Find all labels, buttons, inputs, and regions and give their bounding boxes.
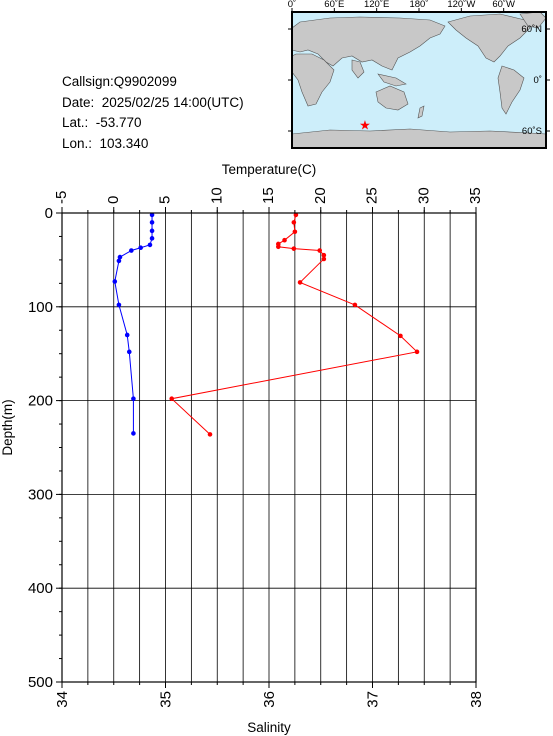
location-map: 0˚ 60˚E 120˚E 180˚ 120˚W 60˚W 60˚N 0˚ 60˚S ★ bbox=[288, 0, 550, 149]
salinity-point bbox=[147, 242, 153, 248]
salinity-axis-title: Salinity bbox=[247, 720, 291, 735]
temperature-point bbox=[317, 248, 323, 253]
temperature-point bbox=[291, 220, 297, 225]
temperature-point bbox=[321, 256, 327, 262]
salinity-tick-label: 38 bbox=[468, 691, 485, 708]
salinity-point bbox=[117, 254, 123, 260]
india-landmass bbox=[351, 59, 365, 79]
depth-tick-label: 200 bbox=[28, 393, 53, 410]
north-america-landmass bbox=[447, 13, 531, 63]
temperature-series bbox=[169, 212, 420, 437]
map-lon-label: 120˚W bbox=[447, 0, 475, 10]
temperature-tick-label: -5 bbox=[53, 191, 70, 204]
temperature-tick-label: 10 bbox=[208, 187, 225, 204]
map-landmasses bbox=[291, 11, 547, 149]
salinity-point bbox=[116, 258, 122, 264]
salinity-point bbox=[126, 349, 132, 355]
temperature-point bbox=[292, 229, 298, 235]
temperature-point bbox=[169, 396, 175, 402]
temperature-point bbox=[291, 246, 297, 251]
chart-grid bbox=[61, 212, 477, 683]
salinity-point bbox=[124, 332, 130, 338]
indonesia-landmass bbox=[377, 73, 407, 87]
temperature-point bbox=[293, 212, 299, 218]
salinity-point bbox=[149, 236, 155, 241]
map-lon-label: 180˚ bbox=[409, 0, 428, 10]
temperature-point bbox=[297, 280, 303, 285]
temperature-point bbox=[321, 252, 327, 258]
chart-series bbox=[112, 212, 420, 437]
south-america-landmass bbox=[497, 65, 525, 115]
map-lat-label: 60˚S bbox=[522, 126, 542, 137]
temperature-tick-label: 5 bbox=[157, 196, 174, 204]
depth-tick-label: 500 bbox=[28, 674, 53, 691]
depth-tick-label: 0 bbox=[45, 205, 53, 222]
salinity-point bbox=[112, 279, 118, 284]
salinity-series bbox=[112, 212, 155, 436]
salinity-point bbox=[116, 302, 122, 308]
salinity-tick-label: 35 bbox=[158, 691, 175, 708]
temperature-axis-title: Temperature(C) bbox=[222, 162, 317, 177]
latitude-text: Lat.: -53.770 bbox=[62, 115, 142, 130]
map-lon-label: 60˚E bbox=[324, 0, 344, 10]
salinity-point bbox=[149, 228, 155, 234]
longitude-text: Lon.: 103.340 bbox=[62, 135, 149, 151]
depth-axis-title: Depth(m) bbox=[0, 399, 15, 455]
salinity-tick-label: 37 bbox=[365, 691, 382, 708]
temperature-point bbox=[352, 302, 358, 308]
salinity-tick-label: 34 bbox=[54, 691, 71, 708]
depth-tick-label: 100 bbox=[28, 299, 53, 316]
australia-landmass bbox=[375, 85, 409, 111]
salinity-tick-label: 36 bbox=[261, 691, 278, 708]
salinity-point bbox=[129, 248, 134, 253]
map-lat-label: 60˚N bbox=[521, 24, 542, 35]
map-labels: 0˚ 60˚E 120˚E 180˚ 120˚W 60˚W 60˚N 0˚ 60˚S bbox=[288, 0, 542, 137]
temperature-tick-label: 0 bbox=[105, 196, 122, 204]
map-lat-label: 0˚ bbox=[534, 75, 542, 86]
depth-tick-label: 400 bbox=[28, 580, 53, 597]
map-lon-label: 60˚W bbox=[492, 0, 515, 10]
station-marker: ★ bbox=[359, 118, 371, 133]
station-info: Callsign:Q9902099 Date: 2025/02/25 14:00… bbox=[62, 72, 244, 154]
salinity-point bbox=[131, 431, 136, 436]
salinity-point bbox=[149, 212, 155, 218]
callsign-text: Callsign:Q9902099 bbox=[62, 74, 177, 89]
new-zealand-landmass bbox=[417, 105, 425, 119]
salinity-point bbox=[149, 220, 155, 225]
temperature-point bbox=[414, 349, 420, 355]
temperature-point bbox=[398, 333, 403, 339]
map-lon-label: 120˚E bbox=[364, 0, 389, 10]
temperature-tick-label: 15 bbox=[260, 187, 277, 204]
date-text: Date: 2025/02/25 14:00(UTC) bbox=[62, 94, 244, 110]
temperature-line bbox=[170, 214, 419, 435]
temperature-tick-label: 25 bbox=[364, 187, 381, 204]
temperature-point bbox=[282, 237, 287, 243]
map-lon-label: 0˚ bbox=[288, 0, 296, 10]
temperature-tick-label: 35 bbox=[467, 187, 484, 204]
temperature-tick-label: 30 bbox=[415, 187, 432, 204]
eurasia-landmass bbox=[291, 16, 446, 71]
salinity-point bbox=[138, 245, 143, 251]
temperature-point bbox=[207, 432, 213, 437]
temperature-point bbox=[276, 244, 281, 250]
map-ticks bbox=[288, 8, 550, 132]
temperature-tick-label: 20 bbox=[312, 187, 329, 204]
depth-tick-label: 300 bbox=[28, 486, 53, 503]
salinity-point bbox=[131, 396, 136, 402]
